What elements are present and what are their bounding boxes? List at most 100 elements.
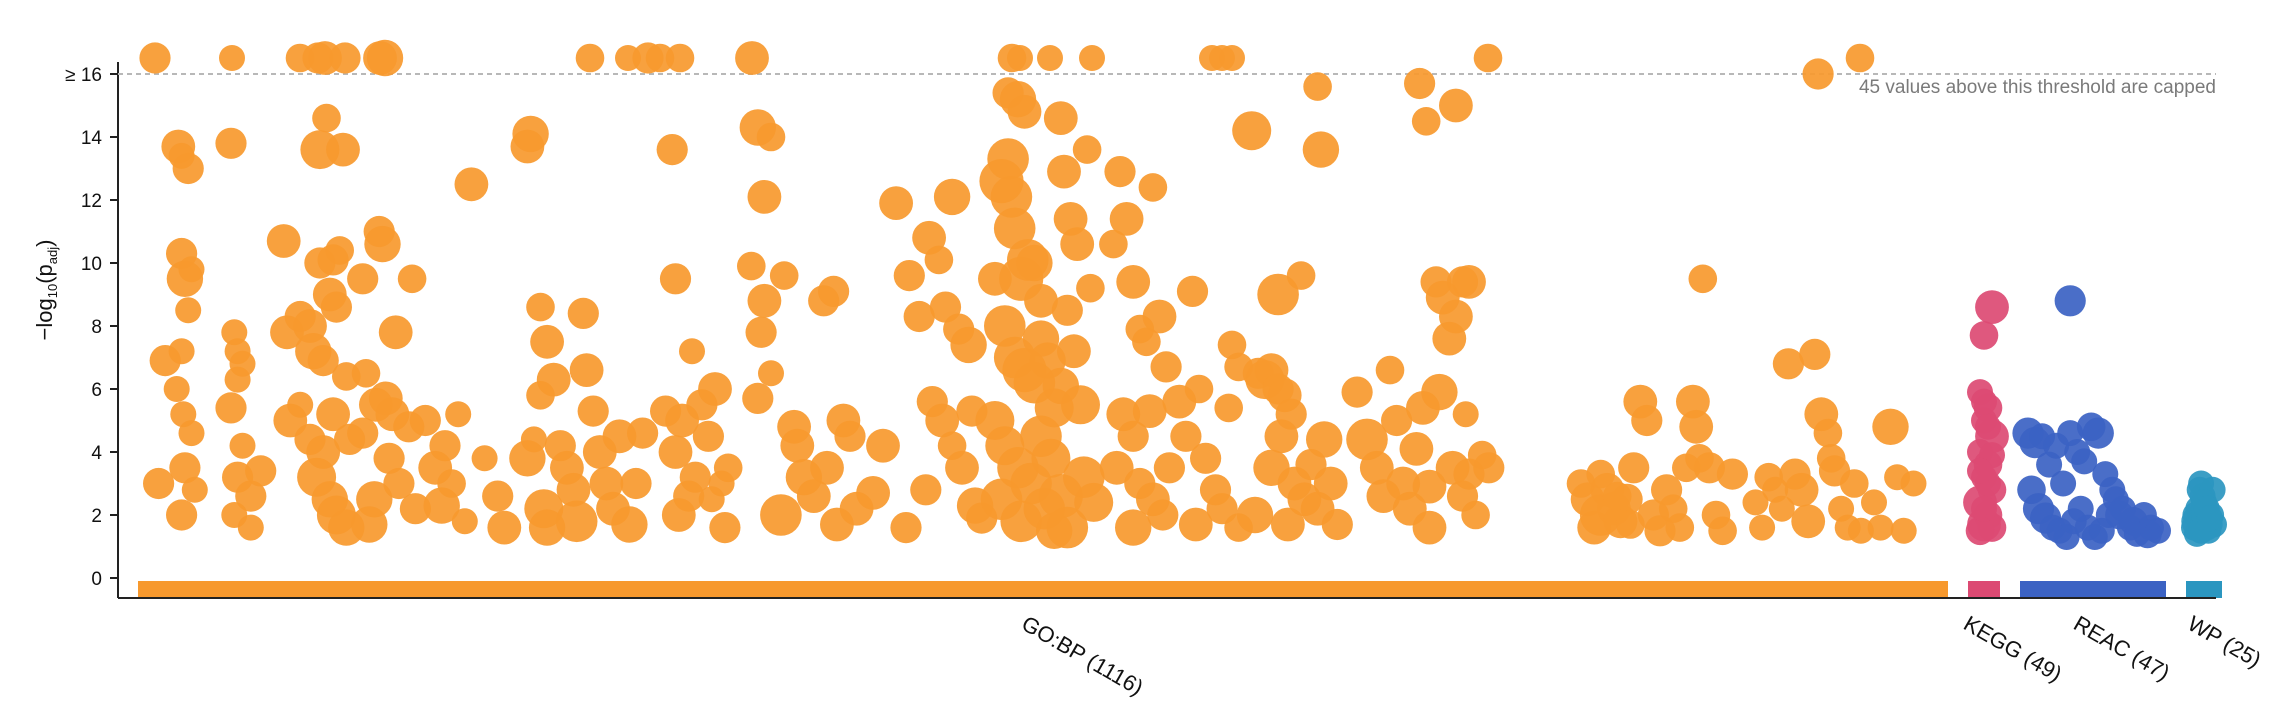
- data-point[interactable]: [1214, 393, 1243, 423]
- data-point[interactable]: [698, 486, 725, 513]
- data-point[interactable]: [1586, 459, 1615, 489]
- capped-data-point[interactable]: [329, 42, 361, 74]
- data-point[interactable]: [820, 507, 854, 542]
- data-point[interactable]: [1132, 394, 1167, 428]
- data-point[interactable]: [1971, 495, 1997, 522]
- data-point[interactable]: [2133, 519, 2162, 549]
- data-point[interactable]: [993, 207, 1036, 250]
- capped-data-point[interactable]: [139, 42, 171, 74]
- data-point[interactable]: [1217, 330, 1247, 360]
- data-point[interactable]: [1602, 481, 1632, 511]
- data-point[interactable]: [2196, 505, 2223, 532]
- data-point[interactable]: [834, 420, 866, 452]
- data-point[interactable]: [237, 514, 264, 541]
- data-point[interactable]: [1142, 299, 1177, 334]
- data-point[interactable]: [347, 417, 379, 449]
- data-point[interactable]: [224, 366, 251, 393]
- data-point[interactable]: [1359, 450, 1394, 485]
- data-point[interactable]: [1346, 418, 1388, 461]
- data-point[interactable]: [451, 508, 478, 535]
- data-point[interactable]: [1768, 495, 1795, 522]
- data-point[interactable]: [397, 264, 427, 294]
- capped-data-point[interactable]: [1007, 45, 1033, 71]
- data-point[interactable]: [229, 432, 256, 459]
- data-point[interactable]: [1303, 72, 1332, 101]
- data-point[interactable]: [796, 479, 831, 513]
- data-point[interactable]: [1313, 466, 1348, 501]
- data-point[interactable]: [1104, 156, 1136, 188]
- data-point[interactable]: [1024, 283, 1058, 318]
- data-point[interactable]: [1047, 154, 1081, 189]
- data-point[interactable]: [383, 467, 415, 500]
- data-point[interactable]: [166, 499, 198, 531]
- data-point[interactable]: [178, 256, 205, 283]
- data-point[interactable]: [747, 180, 782, 214]
- data-point[interactable]: [1072, 135, 1102, 164]
- data-point[interactable]: [325, 236, 355, 265]
- data-point[interactable]: [1264, 419, 1299, 454]
- data-point[interactable]: [1412, 510, 1447, 545]
- data-point[interactable]: [1411, 107, 1441, 136]
- data-point[interactable]: [659, 263, 692, 295]
- data-point[interactable]: [611, 506, 648, 543]
- data-point[interactable]: [1473, 452, 1505, 484]
- data-point[interactable]: [627, 417, 659, 449]
- data-point[interactable]: [287, 391, 314, 418]
- capped-data-point[interactable]: [1473, 43, 1503, 73]
- data-point[interactable]: [482, 480, 514, 512]
- data-point[interactable]: [1115, 509, 1152, 546]
- data-point[interactable]: [1749, 514, 1776, 541]
- data-point[interactable]: [320, 291, 352, 323]
- data-point[interactable]: [1170, 420, 1202, 452]
- data-point[interactable]: [945, 450, 979, 485]
- data-point[interactable]: [1099, 450, 1134, 485]
- data-point[interactable]: [351, 359, 381, 388]
- data-point[interactable]: [890, 511, 922, 544]
- data-point[interactable]: [1007, 94, 1042, 129]
- data-point[interactable]: [1784, 472, 1819, 507]
- data-point[interactable]: [569, 353, 604, 387]
- data-point[interactable]: [1965, 516, 1995, 546]
- data-point[interactable]: [1057, 334, 1091, 369]
- data-point[interactable]: [1816, 444, 1846, 473]
- data-point[interactable]: [769, 261, 799, 290]
- data-point[interactable]: [1184, 374, 1214, 404]
- data-point[interactable]: [933, 178, 971, 216]
- data-point[interactable]: [471, 445, 498, 472]
- data-point[interactable]: [737, 251, 766, 281]
- data-point[interactable]: [879, 186, 913, 221]
- data-point[interactable]: [1236, 496, 1274, 534]
- data-point[interactable]: [1971, 388, 1997, 415]
- capped-data-point[interactable]: [219, 45, 245, 71]
- data-point[interactable]: [679, 338, 705, 365]
- data-point[interactable]: [984, 305, 1026, 347]
- data-point[interactable]: [679, 461, 711, 493]
- data-point[interactable]: [987, 138, 1029, 180]
- data-point[interactable]: [1439, 299, 1473, 334]
- data-point[interactable]: [1631, 404, 1663, 437]
- capped-data-point[interactable]: [1845, 43, 1875, 73]
- data-point[interactable]: [306, 435, 341, 469]
- data-point[interactable]: [910, 474, 942, 506]
- data-point[interactable]: [326, 132, 360, 167]
- data-point[interactable]: [1257, 273, 1299, 316]
- data-point[interactable]: [235, 480, 267, 512]
- data-point[interactable]: [2036, 451, 2063, 478]
- data-point[interactable]: [1178, 507, 1213, 542]
- data-point[interactable]: [1867, 514, 1894, 541]
- data-point[interactable]: [1890, 517, 1917, 544]
- data-point[interactable]: [1399, 432, 1434, 466]
- data-point[interactable]: [423, 487, 460, 524]
- data-point[interactable]: [866, 428, 900, 463]
- data-point[interactable]: [429, 430, 461, 462]
- data-point[interactable]: [1224, 352, 1253, 382]
- data-point[interactable]: [1375, 355, 1405, 385]
- data-point[interactable]: [1116, 265, 1151, 299]
- data-point[interactable]: [1147, 499, 1179, 531]
- data-point[interactable]: [1676, 384, 1710, 419]
- data-point[interactable]: [818, 275, 850, 307]
- data-point[interactable]: [175, 297, 202, 324]
- data-point[interactable]: [351, 506, 388, 543]
- data-point[interactable]: [1439, 88, 1473, 123]
- data-point[interactable]: [1306, 421, 1343, 458]
